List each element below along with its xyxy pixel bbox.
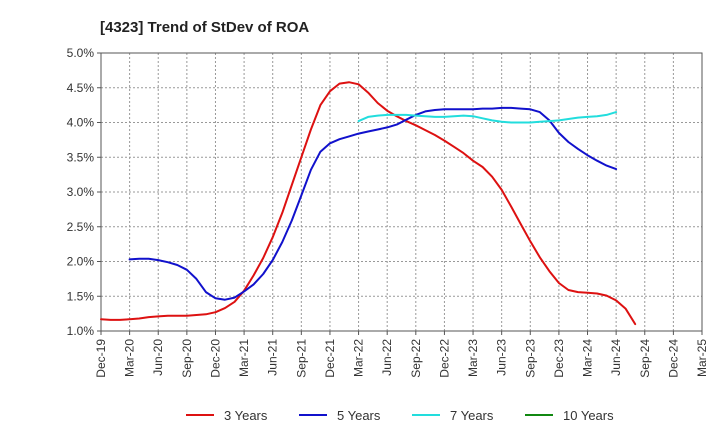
y-tick-label: 1.0% xyxy=(67,324,95,338)
legend-label: 3 Years xyxy=(224,408,268,423)
legend-item-5-years: 5 Years xyxy=(299,408,381,423)
x-tick-label: Jun-21 xyxy=(266,339,280,376)
axis-layer: Dec-19 Mar-20 Jun-20 Sep-20 Dec-20 Mar-21 Jun-… xyxy=(67,46,709,378)
legend-item-10-years: 10 Years xyxy=(525,408,614,423)
x-tick-label: Sep-24 xyxy=(638,339,652,378)
x-tick-label: Dec-23 xyxy=(552,339,566,378)
x-tick-label: Sep-20 xyxy=(180,339,194,378)
series-layer xyxy=(100,81,637,326)
legend-label: 7 Years xyxy=(450,408,494,423)
x-tick-label: Dec-22 xyxy=(437,339,451,378)
y-tick-label: 4.5% xyxy=(67,81,95,95)
y-tick-label: 3.0% xyxy=(67,185,95,199)
legend-item-3-years: 3 Years xyxy=(186,408,268,423)
y-tick-label: 1.5% xyxy=(67,289,95,303)
x-tick-label: Jun-20 xyxy=(151,339,165,376)
x-tick-label: Jun-22 xyxy=(380,339,394,376)
x-tick-label: Dec-21 xyxy=(323,339,337,378)
x-tick-label: Jun-24 xyxy=(609,339,623,376)
chart-title: [4323] Trend of StDev of ROA xyxy=(100,19,309,36)
x-tick-label: Jun-23 xyxy=(495,339,509,376)
x-tick-label: Dec-24 xyxy=(666,339,680,378)
y-tick-label: 5.0% xyxy=(67,46,95,60)
series-line-7-years xyxy=(357,111,618,124)
y-tick-label: 2.0% xyxy=(67,255,95,269)
y-tick-label: 3.5% xyxy=(67,150,95,164)
x-tick-label: Mar-25 xyxy=(695,339,709,377)
x-tick-label: Sep-22 xyxy=(409,339,423,378)
x-tick-label: Mar-24 xyxy=(581,339,595,377)
legend-label: 10 Years xyxy=(563,408,614,423)
x-tick-label: Mar-21 xyxy=(237,339,251,377)
x-tick-label: Dec-19 xyxy=(94,339,108,378)
x-tick-label: Sep-23 xyxy=(523,339,537,378)
x-tick-label: Sep-21 xyxy=(294,339,308,378)
legend-item-7-years: 7 Years xyxy=(412,408,494,423)
y-tick-label: 2.5% xyxy=(67,220,95,234)
x-tick-label: Mar-23 xyxy=(466,339,480,377)
x-tick-label: Mar-22 xyxy=(352,339,366,377)
x-tick-label: Dec-20 xyxy=(208,339,222,378)
legend-label: 5 Years xyxy=(337,408,381,423)
y-tick-label: 4.0% xyxy=(67,116,95,130)
legend: 3 Years 5 Years 7 Years 10 Years xyxy=(186,408,614,423)
plot-border xyxy=(100,52,703,332)
x-tick-label: Mar-20 xyxy=(123,339,137,377)
series-line-5-years xyxy=(128,106,618,301)
series-line-3-years xyxy=(100,81,637,326)
